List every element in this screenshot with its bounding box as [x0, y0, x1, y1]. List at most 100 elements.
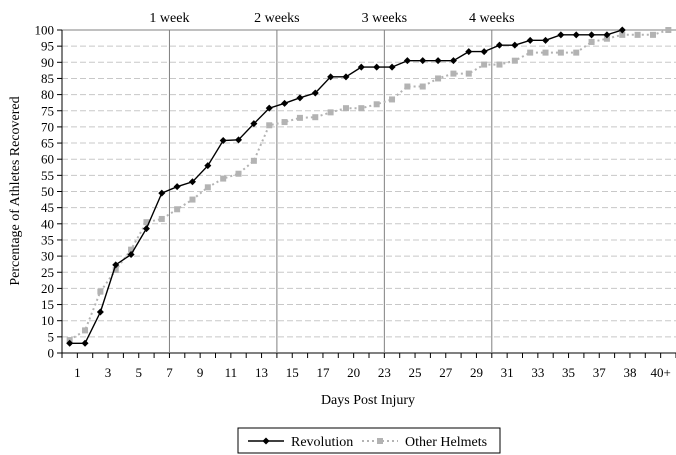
x-tick-label-15: 33: [531, 365, 544, 380]
x-tick-label-4: 9: [197, 365, 204, 380]
data-point-16: [296, 94, 304, 102]
data-point-18: [327, 109, 334, 116]
y-axis-label: Percentage of Athletes Recovered: [8, 96, 23, 285]
data-point-36: [603, 35, 610, 42]
x-tick-label-2: 5: [136, 365, 143, 380]
data-point-12: [235, 170, 242, 177]
data-point-17: [311, 89, 319, 97]
y-tick-label-30: 30: [41, 249, 54, 264]
y-tick-label-65: 65: [41, 136, 54, 151]
x-tick-labels: 1 3 5 7 9 11 13 15 17 20 23 25 27 29 31 33 35 37 38 40+: [74, 365, 671, 380]
data-point-1: [66, 339, 74, 347]
series-line: [69, 29, 669, 341]
x-tick-label-13: 29: [470, 365, 483, 380]
data-point-22: [389, 96, 396, 103]
x-tick-label-18: 38: [623, 365, 636, 380]
data-point-5: [127, 250, 135, 258]
data-point-30: [511, 57, 518, 64]
data-point-19: [342, 105, 349, 112]
y-tick-label-45: 45: [41, 200, 54, 215]
data-point-34: [572, 31, 580, 39]
data-point-8: [173, 183, 181, 191]
data-point-21: [373, 63, 381, 71]
data-point-31: [526, 36, 534, 44]
x-tick-label-5: 11: [225, 365, 238, 380]
y-tick-label-85: 85: [41, 71, 54, 86]
y-tick-label-90: 90: [41, 55, 54, 70]
y-tick-label-75: 75: [41, 103, 54, 118]
x-tick-label-17: 37: [593, 365, 607, 380]
y-tick-label-70: 70: [41, 119, 54, 134]
legend-marker-other-helmets: [377, 438, 383, 444]
x-axis-label: Days Post Injury: [321, 393, 415, 408]
x-tick-label-10: 23: [378, 365, 391, 380]
data-point-38: [634, 31, 641, 38]
data-point-11: [220, 175, 227, 182]
data-point-29: [496, 61, 503, 68]
data-point-10: [204, 162, 212, 170]
series-other-helmets: [66, 27, 672, 344]
data-point-15: [281, 99, 289, 107]
data-point-14: [265, 104, 273, 112]
data-point-18: [327, 73, 335, 81]
data-point-35: [588, 31, 596, 39]
data-point-9: [189, 196, 196, 203]
y-tick-label-100: 100: [35, 23, 55, 38]
data-point-36: [603, 31, 611, 39]
data-point-7: [158, 215, 165, 222]
data-point-10: [204, 184, 211, 191]
data-point-40: [665, 27, 672, 33]
x-tick-label-19: 40+: [650, 365, 670, 380]
y-tick-label-50: 50: [41, 184, 54, 199]
week-reference-lines: 1 week 2 weeks 3 weeks 4 weeks: [149, 11, 515, 353]
data-point-17: [312, 114, 319, 121]
week-label-1: 1 week: [149, 11, 189, 26]
data-point-24: [419, 83, 426, 90]
legend-label-revolution: Revolution: [291, 435, 353, 450]
data-point-23: [403, 57, 411, 65]
data-point-12: [235, 136, 243, 144]
data-point-11: [219, 136, 227, 144]
data-point-35: [588, 38, 595, 45]
data-point-25: [434, 57, 442, 65]
x-tick-label-16: 35: [562, 365, 575, 380]
data-point-31: [527, 49, 534, 56]
x-tick-label-12: 27: [439, 365, 453, 380]
axes: [57, 29, 676, 358]
x-tick-label-8: 17: [316, 365, 330, 380]
data-point-28: [480, 48, 488, 56]
x-tick-label-7: 15: [286, 365, 299, 380]
legend-marker-revolution: [262, 437, 270, 445]
grid-lines: [62, 45, 676, 338]
x-tick-label-11: 25: [409, 365, 422, 380]
x-tick-label-9: 20: [347, 365, 360, 380]
y-tick-label-15: 15: [41, 297, 54, 312]
data-point-27: [465, 48, 473, 56]
week-label-2: 2 weeks: [254, 11, 300, 26]
data-point-3: [96, 308, 104, 316]
data-point-6: [143, 219, 150, 226]
data-point-14: [266, 122, 273, 129]
data-point-25: [435, 75, 442, 82]
data-point-8: [174, 206, 181, 213]
data-point-27: [465, 70, 472, 77]
data-point-2: [82, 327, 89, 334]
data-point-5: [128, 246, 135, 253]
data-point-26: [449, 57, 457, 65]
data-point-7: [158, 189, 166, 197]
legend-label-other-helmets: Other Helmets: [405, 435, 487, 450]
series-revolution: [66, 26, 626, 347]
y-tick-label-5: 5: [48, 329, 55, 344]
y-tick-label-95: 95: [41, 39, 54, 54]
x-tick-label-1: 3: [105, 365, 112, 380]
data-point-32: [542, 49, 549, 56]
data-point-15: [281, 119, 288, 126]
y-tick-label-60: 60: [41, 152, 54, 167]
y-tick-label-35: 35: [41, 232, 54, 247]
data-point-20: [358, 105, 365, 112]
data-point-13: [250, 157, 257, 164]
data-point-33: [557, 49, 564, 56]
data-point-9: [188, 178, 196, 186]
data-point-4: [112, 261, 120, 269]
